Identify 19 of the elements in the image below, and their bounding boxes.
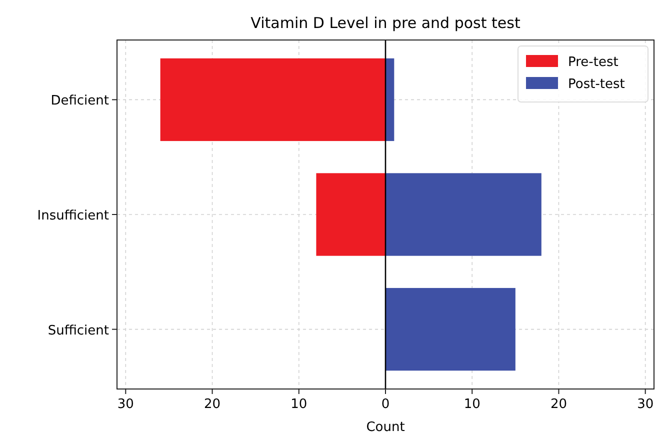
y-tick-label: Insufficient <box>37 208 109 224</box>
x-tick-label: 20 <box>204 397 221 412</box>
x-tick-label: 20 <box>550 397 567 412</box>
x-tick-label: 10 <box>290 397 308 412</box>
bar <box>160 58 386 142</box>
x-tick-label: 30 <box>117 397 134 412</box>
bar <box>316 173 386 256</box>
x-tick-label: 0 <box>381 397 390 412</box>
bar <box>386 58 394 142</box>
legend-label: Pre-test <box>568 55 618 70</box>
y-tick-label: Deficient <box>50 94 109 109</box>
y-tick-label: Sufficient <box>48 323 109 338</box>
x-tick-label: 30 <box>637 397 654 412</box>
chart-title: Vitamin D Level in pre and post test <box>250 14 520 32</box>
legend-label: Post-test <box>568 77 625 92</box>
x-tick-label: 10 <box>464 397 480 412</box>
bar <box>386 288 516 371</box>
x-axis-title: Count <box>366 420 405 435</box>
bar <box>386 173 542 256</box>
